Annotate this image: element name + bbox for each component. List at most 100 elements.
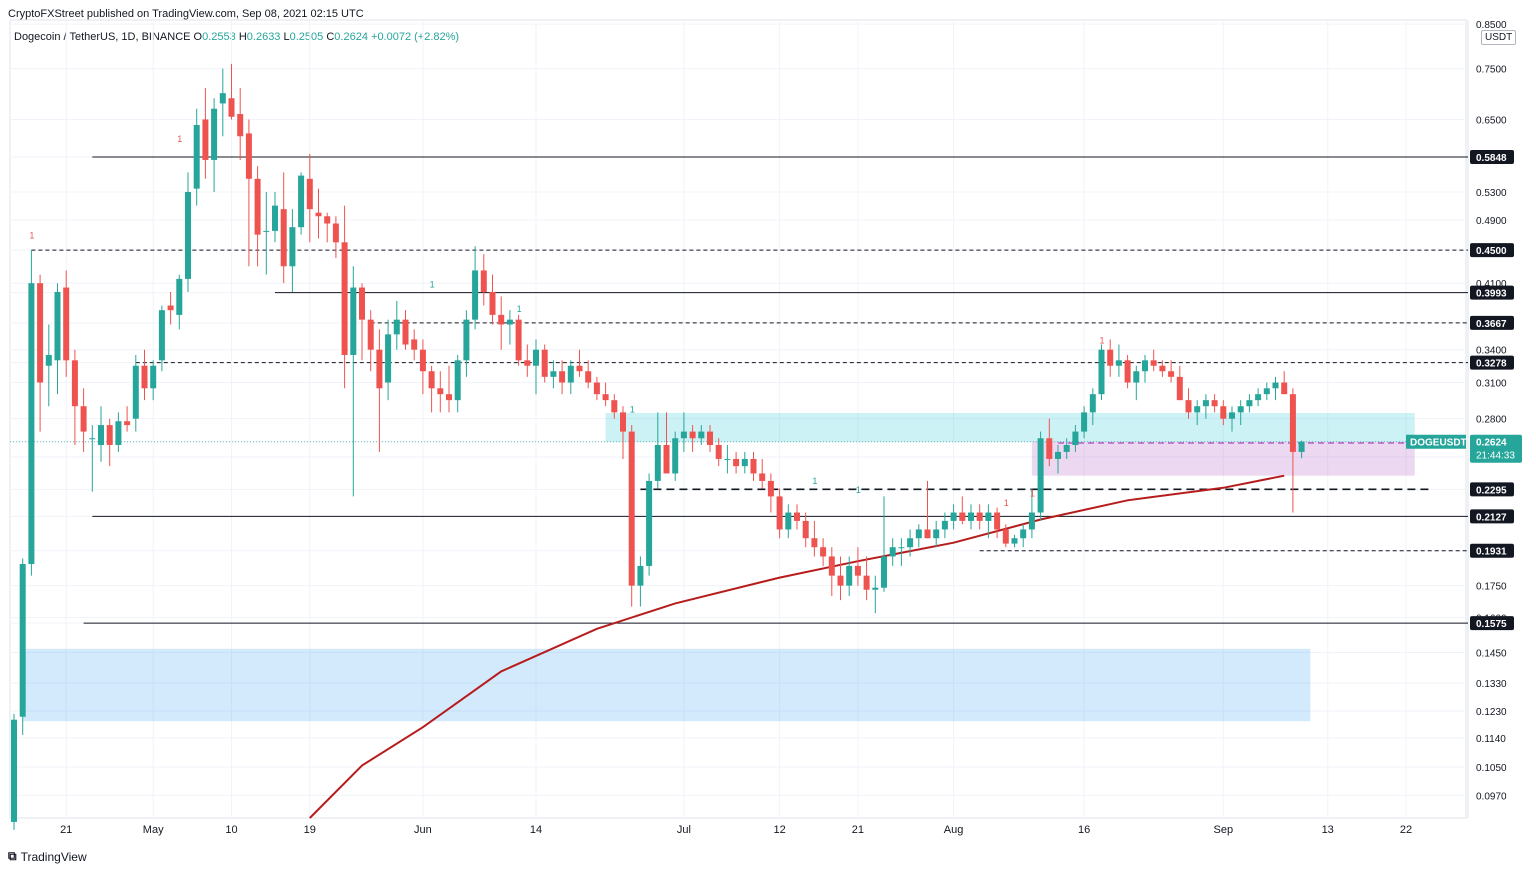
candle-up	[506, 319, 513, 325]
candle-up	[98, 425, 104, 446]
candle-down	[367, 319, 374, 350]
price-axis-label: 0.0970	[1476, 791, 1507, 802]
price-axis-label: 0.1230	[1476, 707, 1507, 718]
candle-down	[1281, 382, 1288, 395]
price-axis-label: 0.3400	[1476, 346, 1507, 357]
candle-up	[19, 564, 26, 717]
candle-up	[454, 360, 461, 401]
candle-down	[767, 480, 774, 497]
low-value: 0.2505	[289, 31, 324, 43]
candle-down	[498, 314, 505, 325]
candle-up	[1115, 360, 1122, 366]
time-axis-label: Sep	[1214, 824, 1234, 836]
candle-up	[150, 365, 157, 389]
low-label: L	[283, 31, 290, 43]
candle-up	[1229, 412, 1235, 419]
candle-up	[1072, 431, 1079, 446]
candle-up	[28, 283, 35, 565]
candle-up	[185, 191, 191, 279]
candle-down	[820, 547, 827, 557]
candle-up	[1246, 400, 1253, 407]
candle-down	[559, 371, 566, 383]
candle-down	[324, 216, 331, 224]
candle-down	[628, 431, 635, 586]
candle-down	[811, 538, 818, 548]
high-value: 0.2633	[246, 31, 281, 43]
price-badge-label: 0.3667	[1476, 319, 1507, 330]
candle-up	[1237, 406, 1244, 413]
candle-down	[1176, 376, 1183, 401]
price-badge	[1470, 355, 1514, 370]
candle-down	[480, 270, 487, 292]
candle-down	[419, 349, 426, 372]
td-marker: 1	[177, 134, 182, 144]
candle-down	[976, 512, 983, 521]
countdown-label: 21:44:33	[1476, 451, 1515, 462]
price-badge-label: 0.3278	[1476, 359, 1507, 370]
price-badge	[1470, 150, 1514, 165]
candle-up	[1202, 400, 1209, 407]
price-badge	[1470, 509, 1514, 524]
candle-up	[741, 458, 748, 467]
candle-up	[907, 538, 914, 548]
td-marker: 1	[856, 485, 861, 495]
candle-down	[585, 371, 592, 383]
candle-up	[968, 512, 974, 521]
candle-down	[254, 178, 261, 235]
price-axis-label: 0.8500	[1476, 20, 1507, 31]
candle-up	[785, 512, 792, 530]
price-axis-label: 0.1330	[1476, 679, 1507, 690]
moving-average-line	[309, 474, 1285, 819]
td-marker: 1	[430, 280, 435, 290]
candle-down	[280, 209, 287, 267]
candle-down	[524, 360, 531, 366]
candle-down	[1220, 406, 1227, 419]
candle-up	[898, 547, 905, 549]
candle-down	[733, 458, 740, 467]
candle-up	[637, 565, 644, 586]
td-marker: 1	[517, 304, 522, 314]
candle-up	[1142, 360, 1148, 372]
cyan-zone	[605, 413, 1415, 442]
candle-up	[1098, 349, 1105, 395]
candle-up	[1011, 538, 1018, 544]
td-marker: 1	[1004, 498, 1009, 508]
candle-down	[515, 319, 522, 361]
candle-up	[698, 431, 705, 439]
candle-up	[567, 365, 574, 383]
candle-up	[219, 93, 226, 104]
time-axis-label: 19	[304, 824, 316, 836]
candle-up	[54, 291, 61, 361]
price-axis-label: 0.1050	[1476, 763, 1507, 774]
price-axis-label: 0.3100	[1476, 379, 1507, 390]
time-axis-label: Jun	[414, 824, 432, 836]
candle-down	[759, 473, 766, 481]
candle-up	[1020, 529, 1027, 539]
time-axis-label: May	[143, 824, 164, 836]
currency-button[interactable]: USDT	[1481, 30, 1517, 45]
candle-down	[106, 425, 113, 446]
tradingview-footer[interactable]: ⧉ TradingView	[8, 849, 87, 864]
symbol-badge	[1406, 434, 1466, 449]
price-axis-label: 0.2800	[1476, 415, 1507, 426]
candle-down	[1289, 394, 1296, 452]
price-axis-label: 0.1450	[1476, 648, 1507, 659]
price-axis-label: 0.4100	[1476, 279, 1507, 290]
candle-up	[985, 512, 992, 521]
candle-down	[80, 406, 87, 432]
candle-down	[924, 529, 931, 539]
candle-down	[332, 223, 339, 243]
candle-up	[654, 445, 661, 481]
price-badge	[1470, 243, 1514, 258]
candle-down	[1002, 529, 1009, 544]
time-axis-label: 21	[60, 824, 72, 836]
candle-up	[289, 227, 296, 267]
candle-down	[1211, 400, 1218, 407]
candle-down	[776, 496, 783, 530]
candle-up	[881, 556, 887, 588]
change-value: +0.0072 (+2.82%)	[371, 31, 460, 43]
candle-down	[541, 349, 548, 377]
candle-up	[1055, 451, 1061, 459]
candle-down	[306, 178, 313, 210]
